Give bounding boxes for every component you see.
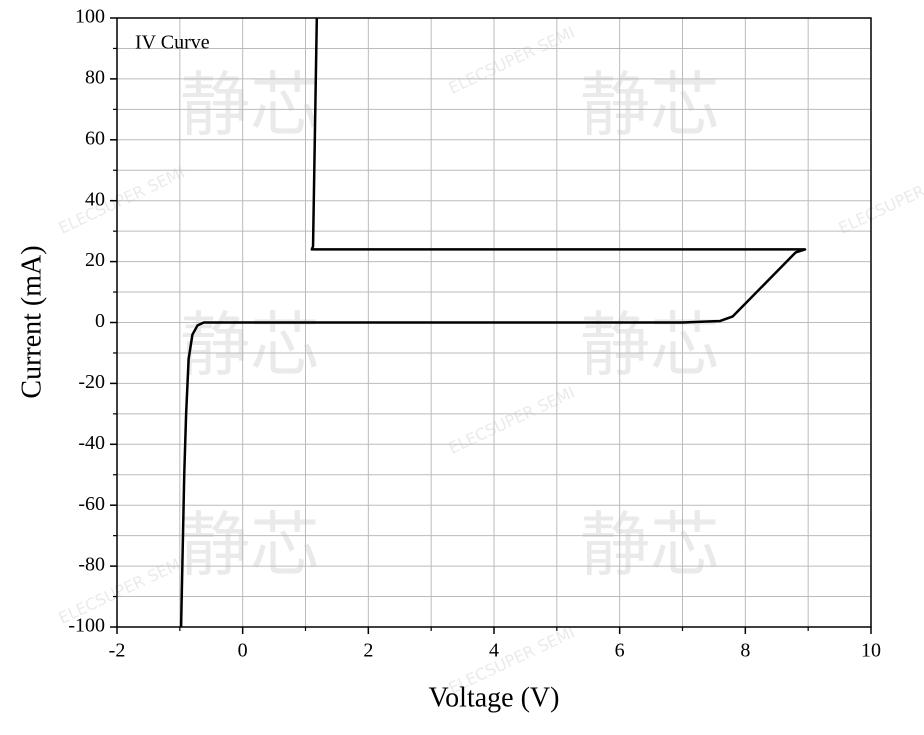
x-tick-label: 6 [615,640,625,662]
x-tick-label: 2 [363,640,373,662]
y-tick-label: 80 [85,66,105,88]
x-tick-label: 10 [861,640,881,662]
x-tick-label: -2 [109,640,126,662]
x-tick-label: 0 [238,640,248,662]
watermark-text: 静芯 [180,304,320,386]
annotation: IV Curve [135,32,210,54]
data-line [179,17,807,628]
y-tick-label: 100 [75,6,105,28]
x-axis-label: Voltage (V) [429,682,560,713]
watermark-text: 静芯 [180,504,320,586]
y-axis-label: Current (mA) [16,245,47,398]
y-tick-label: -80 [78,554,105,576]
watermark-text: 静芯 [580,64,720,146]
watermark-text: ELECSUPER SEMI [836,163,924,238]
watermark-text: 静芯 [580,504,720,586]
watermark-text: 静芯 [180,64,320,146]
y-tick-label: 0 [95,310,105,332]
y-tick-label: 20 [85,249,105,271]
x-tick-label: 4 [489,640,499,662]
watermark-text: ELECSUPER SEMI [446,23,578,98]
y-tick-label: -40 [78,432,105,454]
y-tick-label: -60 [78,493,105,515]
watermark-text: ELECSUPER SEMI [56,163,188,238]
x-tick-label: 8 [740,640,750,662]
watermark-text: ELECSUPER SEMI [446,383,578,458]
y-tick-label: -20 [78,371,105,393]
grid [116,17,872,628]
y-tick-label: -100 [68,615,105,637]
y-tick-label: 40 [85,188,105,210]
y-tick-label: 60 [85,127,105,149]
watermark-text: 静芯 [580,304,720,386]
